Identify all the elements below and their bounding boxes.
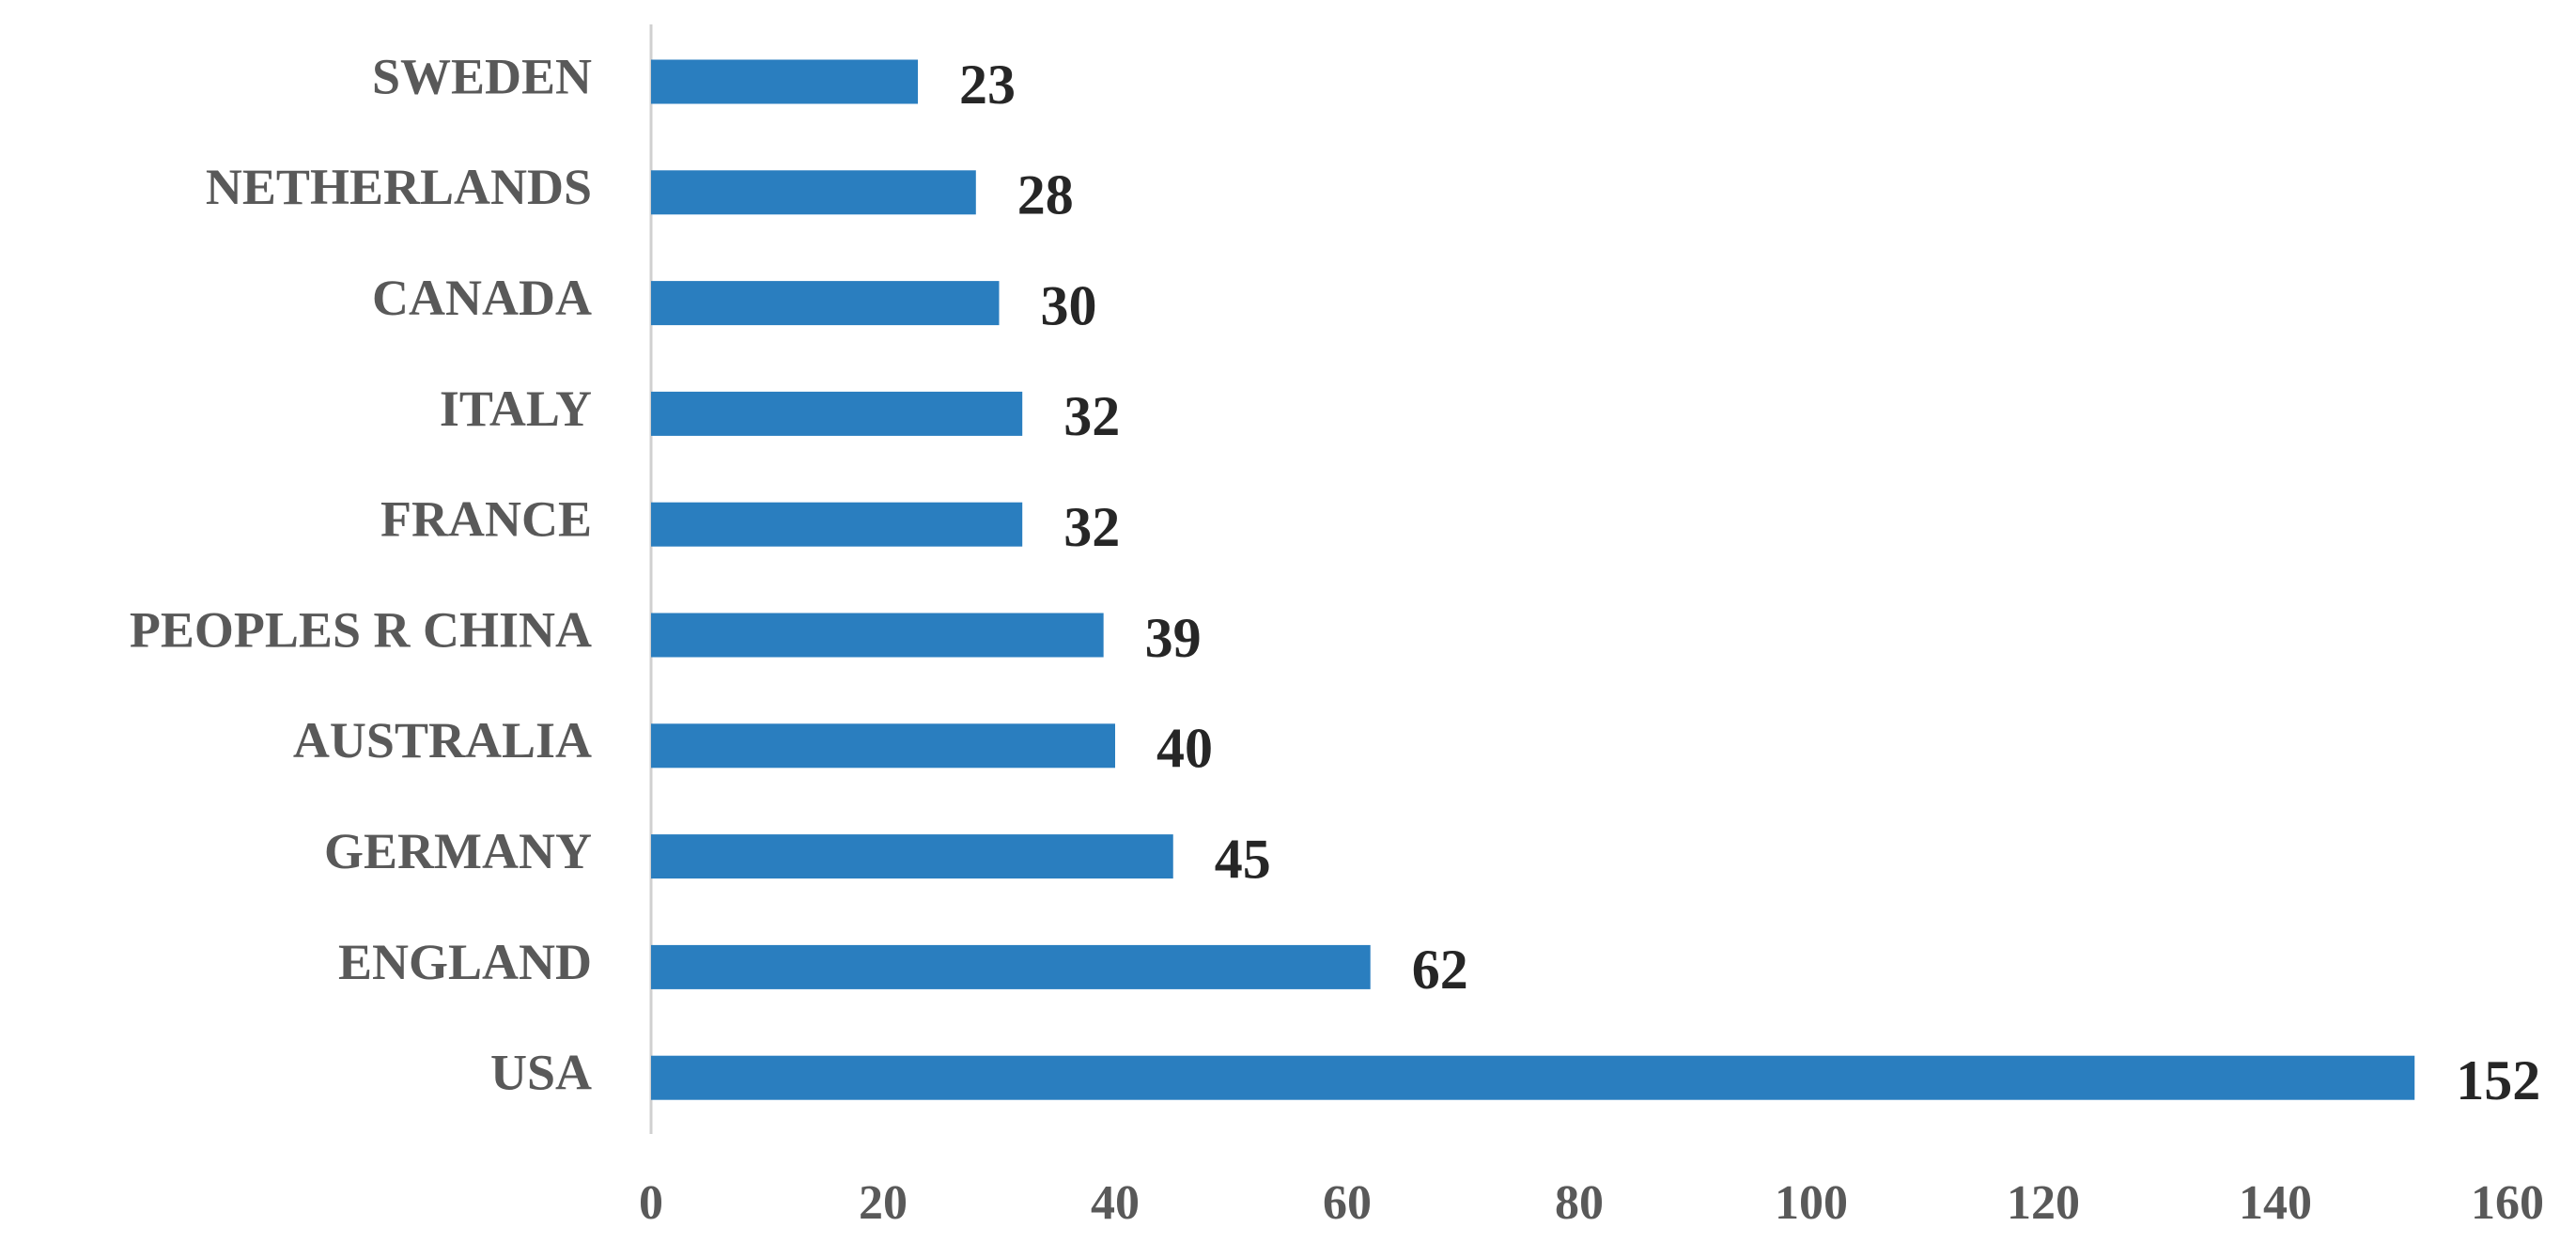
y-tick-label: AUSTRALIA [293, 712, 592, 769]
data-label: 30 [1041, 274, 1097, 336]
data-label: 62 [1412, 939, 1468, 1001]
y-tick-label: CANADA [372, 270, 592, 326]
bar [651, 723, 1115, 769]
x-tick-label: 160 [2471, 1176, 2544, 1230]
y-tick-label: ITALY [440, 381, 592, 437]
y-tick-label: SWEDEN [372, 48, 592, 104]
y-tick-label: FRANCE [380, 491, 592, 548]
data-label: 45 [1215, 828, 1271, 890]
bar [651, 281, 1000, 326]
bar [651, 613, 1104, 658]
data-label: 39 [1145, 607, 1202, 669]
x-tick-label: 20 [859, 1176, 908, 1230]
x-tick-label: 120 [2007, 1176, 2080, 1230]
x-tick-label: 60 [1323, 1176, 1372, 1230]
x-tick-label: 40 [1091, 1176, 1140, 1230]
data-label: 152 [2456, 1049, 2540, 1111]
bar [651, 391, 1023, 436]
bar [651, 834, 1173, 879]
y-tick-label: ENGLAND [338, 934, 592, 990]
x-tick-label: 80 [1555, 1176, 1604, 1230]
bar [651, 59, 919, 104]
x-tick-label: 0 [639, 1176, 663, 1230]
bar [651, 1055, 2415, 1100]
x-tick-label: 100 [1775, 1176, 1848, 1230]
bar [651, 502, 1023, 547]
data-label: 40 [1156, 718, 1213, 780]
y-tick-label: NETHERLANDS [206, 159, 592, 215]
y-tick-label: USA [490, 1045, 592, 1101]
y-tick-label: PEOPLES R CHINA [130, 601, 592, 658]
data-label: 32 [1063, 496, 1120, 558]
data-label: 32 [1063, 385, 1120, 447]
x-tick-label: 140 [2239, 1176, 2312, 1230]
data-label: 23 [959, 54, 1016, 116]
y-tick-label: GERMANY [324, 823, 592, 879]
data-label: 28 [1017, 164, 1074, 226]
bar [651, 944, 1371, 989]
bar [651, 170, 976, 215]
